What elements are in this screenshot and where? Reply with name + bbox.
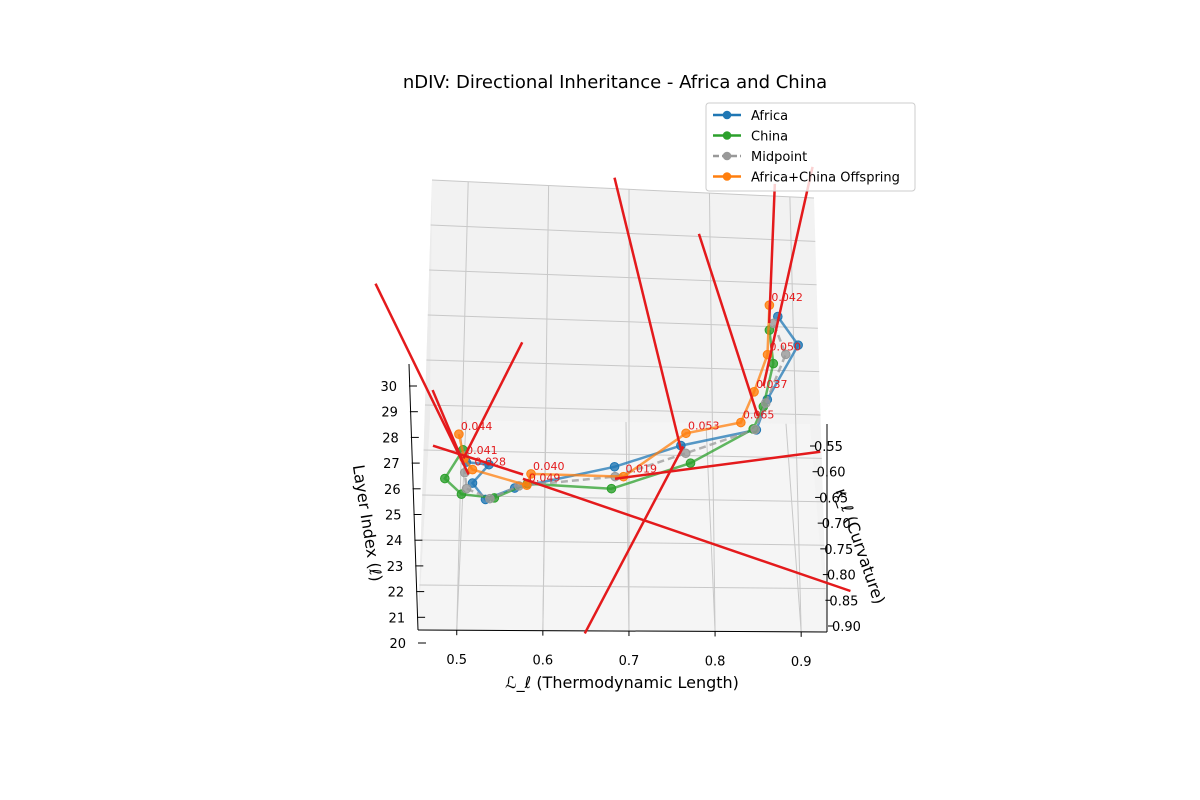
z-tick-label: 23 — [387, 560, 404, 575]
series-point — [606, 483, 617, 494]
x-tick-label: 0.5 — [446, 653, 467, 668]
y-tick-label: 0.75 — [824, 543, 853, 558]
z-tick-label: 22 — [388, 586, 405, 601]
grid-line-z — [426, 359, 820, 373]
divergence-annotation: 0.065 — [743, 409, 775, 422]
deviation-arrow — [762, 166, 814, 387]
grid-line-x-floor — [625, 422, 630, 632]
z-tick-label: 30 — [380, 380, 397, 395]
series-point — [685, 458, 696, 468]
legend-label: Africa — [751, 109, 788, 124]
grid-line-x-floor — [705, 422, 716, 632]
z-tick-label: 29 — [381, 406, 398, 421]
series-point — [467, 464, 478, 475]
z-tick-label: 27 — [383, 457, 400, 472]
series-point — [681, 428, 691, 439]
y-tick-label: 0.90 — [832, 620, 861, 635]
deviation-arrows — [374, 166, 851, 635]
deviation-arrow — [462, 341, 524, 460]
y-tick-label: 0.85 — [829, 594, 858, 609]
divergence-annotation: 0.028 — [475, 456, 507, 469]
y-tick-label: 0.60 — [817, 466, 846, 481]
z-tick-label: 26 — [384, 483, 401, 498]
deviation-arrow — [583, 445, 685, 635]
legend-label: Midpoint — [751, 150, 807, 165]
z-tick-label: 21 — [389, 611, 406, 626]
divergence-annotation: 0.041 — [466, 444, 498, 457]
y-tick-label: 0.70 — [822, 517, 851, 532]
series-point — [461, 483, 472, 494]
divergence-annotation: 0.049 — [529, 471, 561, 484]
z-axis-line — [408, 363, 419, 631]
legend-label: Africa+China Offspring — [751, 171, 900, 186]
series-point — [467, 478, 478, 488]
z-axis-label: Layer Index (ℓ) — [349, 463, 386, 582]
series-point — [780, 349, 791, 360]
grid-line-x-floor — [542, 421, 547, 631]
divergence-annotation: 0.042 — [771, 291, 803, 304]
legend-swatch-marker — [722, 151, 732, 161]
legend-swatch-marker — [722, 131, 732, 140]
z-tick-label: 20 — [389, 637, 406, 652]
x-tick-label: 0.8 — [705, 654, 726, 669]
x-axis-line — [417, 629, 828, 633]
grid-line-x-floor — [785, 423, 802, 632]
divergence-annotation: 0.037 — [756, 378, 788, 391]
deviation-arrow — [697, 233, 760, 417]
divergence-annotation: 0.019 — [626, 463, 658, 476]
series-point — [454, 429, 464, 439]
legend: Africa China Midpoint Africa+China Offsprin… — [705, 102, 916, 192]
grid-line-z — [419, 584, 826, 590]
series-line-2 — [462, 322, 788, 500]
y-tick-label: 0.80 — [827, 569, 856, 584]
x-tick-label: 0.9 — [791, 655, 812, 670]
deviation-arrow — [522, 477, 851, 593]
deviation-arrow — [374, 283, 470, 476]
divergence-annotation: 0.053 — [688, 419, 720, 432]
series-point — [485, 493, 495, 504]
deviation-arrow — [767, 183, 777, 324]
legend-frame — [705, 102, 916, 192]
divergence-annotation: 0.040 — [533, 460, 565, 473]
y-tick-label: 0.55 — [814, 440, 843, 455]
legend-swatch-marker — [722, 172, 732, 181]
legend-swatch-marker — [722, 110, 732, 120]
series-point — [736, 417, 746, 428]
chart-title: nDIV: Directional Inheritance - Africa a… — [403, 72, 827, 93]
grid-line-z — [423, 449, 822, 459]
divergence-annotation: 0.050 — [770, 341, 802, 354]
x-tick-label: 0.7 — [619, 654, 640, 669]
z-tick-label: 24 — [386, 534, 403, 549]
series-point — [609, 461, 620, 472]
z-tick-label: 28 — [382, 431, 399, 446]
series-point — [793, 340, 803, 350]
series-point — [526, 469, 536, 479]
z-tick-label: 25 — [385, 509, 402, 524]
legend-label: China — [751, 130, 788, 145]
series-point — [440, 473, 450, 484]
x-tick-label: 0.6 — [533, 654, 554, 669]
deviation-arrow — [613, 177, 683, 451]
grid-line-z — [420, 539, 825, 546]
grid-line-z — [431, 179, 815, 199]
axes-lines — [408, 363, 828, 633]
x-axis-label: ℒ_ℓ (Thermodynamic Length) — [505, 673, 739, 693]
series-point — [750, 424, 760, 435]
y-tick-label: 0.65 — [819, 491, 848, 506]
axes-ticks: 0.5 0.6 0.7 0.8 0.9 0.55 0.60 0.65 0.70 0.75 0.80 0… — [380, 380, 861, 670]
deviation-arrow — [432, 444, 524, 476]
series-point — [760, 398, 771, 408]
deviation-arrow — [614, 450, 821, 481]
grid-line-z — [430, 224, 816, 242]
series-layer — [440, 300, 803, 505]
series-point — [680, 448, 691, 459]
grid-line-z — [429, 269, 817, 286]
divergence-annotation: 0.044 — [461, 420, 493, 433]
grid-line-z — [427, 314, 818, 329]
